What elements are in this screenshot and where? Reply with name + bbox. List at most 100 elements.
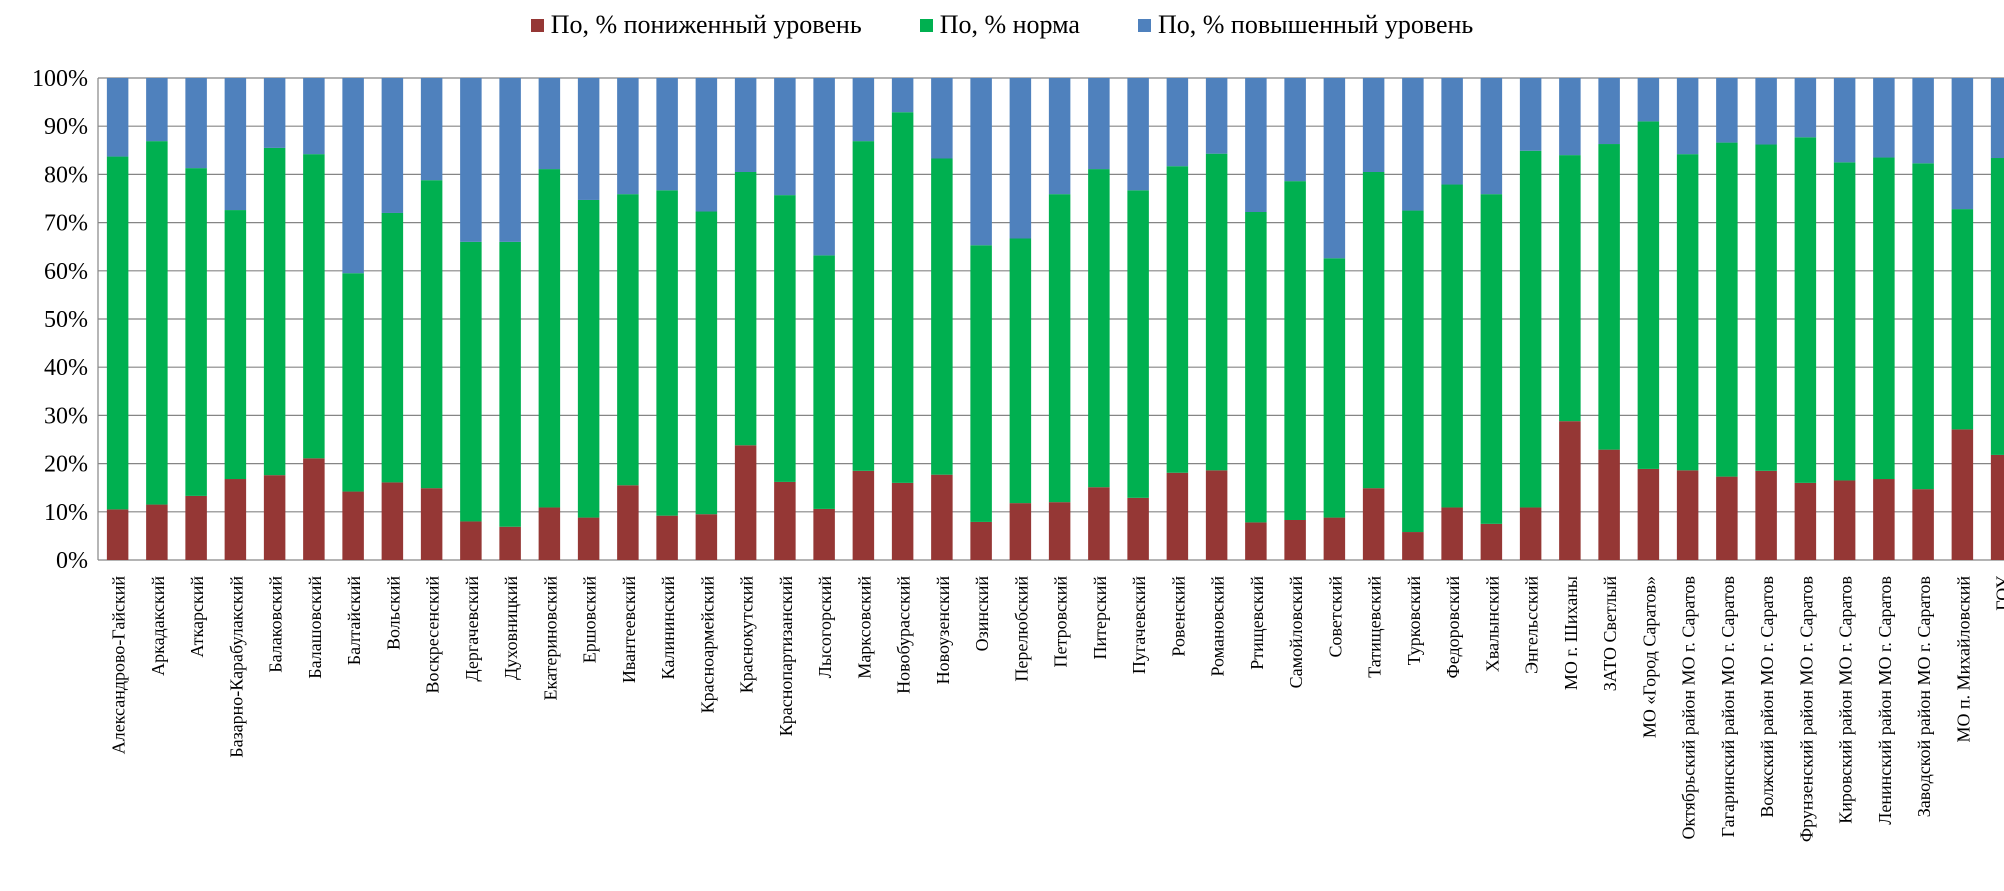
x-tick-label: Хвалынский bbox=[1482, 576, 1502, 672]
bar-segment bbox=[577, 517, 600, 560]
legend-swatch-low bbox=[530, 18, 544, 32]
legend-item-norm: По, % норма bbox=[919, 10, 1080, 40]
x-tick-label: Духовницкий bbox=[501, 576, 521, 680]
x-tick-label: Октябрьский район МО г. Саратов bbox=[1679, 576, 1699, 840]
x-tick-label: Балашовский bbox=[305, 576, 325, 679]
bar-segment bbox=[1048, 78, 1071, 195]
x-tick-label: ЗАТО Светлый bbox=[1600, 576, 1620, 692]
bar-segment bbox=[1951, 209, 1974, 430]
x-tick-label: Балаковский bbox=[266, 576, 286, 673]
bar-segment bbox=[1676, 470, 1699, 560]
x-tick-label: Энгельсский bbox=[1522, 576, 1542, 674]
bar-segment bbox=[1245, 211, 1267, 523]
bar-segment bbox=[931, 78, 953, 159]
bar-segment bbox=[499, 526, 521, 560]
bar-segment bbox=[1441, 78, 1463, 185]
legend-label-high: По, % повышенный уровень bbox=[1157, 10, 1474, 39]
legend-item-high: По, % повышенный уровень bbox=[1137, 10, 1474, 40]
x-tick-label: Балтайский bbox=[344, 576, 364, 666]
bar-segment bbox=[420, 180, 443, 489]
x-tick-label: Ершовский bbox=[580, 576, 600, 664]
bar-segment bbox=[106, 509, 129, 560]
bar-segment bbox=[617, 78, 639, 195]
legend-label-low: По, % пониженный уровень bbox=[550, 10, 862, 39]
x-tick-label: Турковский bbox=[1404, 576, 1424, 666]
y-tick-label: 20% bbox=[44, 452, 88, 478]
bar-segment bbox=[1716, 476, 1738, 560]
bar-segment bbox=[970, 245, 992, 522]
bar-segment bbox=[1755, 78, 1777, 145]
legend-swatch-high bbox=[1137, 18, 1151, 32]
bar-segment bbox=[1912, 78, 1934, 164]
bar-segment bbox=[891, 78, 914, 113]
x-tick-label: Кировский район МО г. Саратов bbox=[1836, 576, 1856, 824]
y-tick-label: 40% bbox=[44, 355, 88, 381]
bar-segment bbox=[185, 495, 207, 560]
bar-segment bbox=[146, 504, 168, 560]
bar-segment bbox=[460, 78, 482, 242]
bar-segment bbox=[263, 147, 286, 476]
bar-segment bbox=[577, 199, 600, 518]
bar-segment bbox=[538, 169, 561, 508]
x-tick-label: Гагаринский район МО г. Саратов bbox=[1718, 576, 1738, 837]
x-tick-label: Ртищевский bbox=[1247, 576, 1267, 670]
bar-segment bbox=[1127, 78, 1149, 191]
x-tick-label: Ровенский bbox=[1168, 576, 1188, 657]
bar-segment bbox=[656, 78, 678, 191]
bar-segment bbox=[1637, 121, 1660, 469]
bar-segment bbox=[1402, 210, 1424, 533]
bar-segment bbox=[1559, 78, 1581, 156]
bar-segment bbox=[263, 475, 286, 560]
bar-segment bbox=[538, 507, 561, 560]
legend-label-norm: По, % норма bbox=[939, 10, 1080, 39]
bar-segment bbox=[1833, 162, 1856, 481]
bar-segment bbox=[1362, 488, 1385, 560]
bar-segment bbox=[1402, 78, 1424, 211]
x-tick-label: Советский bbox=[1325, 576, 1345, 658]
bar-segment bbox=[1048, 194, 1071, 503]
bar-segment bbox=[381, 212, 404, 483]
bar-segment bbox=[931, 474, 953, 560]
bar-segment bbox=[1480, 194, 1503, 524]
bar-segment bbox=[1951, 78, 1974, 210]
bar-segment bbox=[381, 482, 404, 560]
bar-segment bbox=[1519, 78, 1542, 151]
x-tick-label: МО п. Михайловский bbox=[1953, 576, 1973, 743]
bar-segment bbox=[1009, 238, 1032, 504]
bar-segment bbox=[695, 211, 718, 515]
x-tick-label: Перелюбский bbox=[1011, 576, 1031, 682]
x-tick-label: Дергачевский bbox=[462, 576, 482, 682]
x-tick-label: МО «Город Саратов» bbox=[1639, 576, 1659, 738]
x-tick-label: Краснопартизанский bbox=[776, 576, 796, 737]
x-tick-label: Романовский bbox=[1208, 576, 1228, 677]
x-tick-label: Новобурасский bbox=[894, 576, 914, 694]
bar-segment bbox=[303, 154, 325, 459]
x-tick-label: Александрово-Гайский bbox=[109, 576, 129, 755]
bar-segment bbox=[656, 515, 678, 560]
bar-segment bbox=[1205, 153, 1228, 471]
legend: По, % пониженный уровень По, % норма По,… bbox=[0, 8, 2004, 42]
x-tick-label: Екатериновский bbox=[540, 576, 560, 701]
bar-segment bbox=[1245, 78, 1267, 212]
bar-segment bbox=[852, 141, 875, 471]
bar-segment bbox=[1716, 142, 1738, 477]
bar-segment bbox=[1519, 507, 1542, 560]
bar-segment bbox=[774, 195, 796, 482]
bar-segment bbox=[1323, 78, 1346, 259]
bar-segment bbox=[1127, 497, 1149, 560]
bar-segment bbox=[224, 210, 247, 480]
y-tick-label: 60% bbox=[44, 259, 88, 285]
bar-segment bbox=[1833, 480, 1856, 560]
x-tick-label: Аркадакский bbox=[148, 576, 168, 676]
bar-segment bbox=[1480, 523, 1503, 560]
bar-segment bbox=[656, 190, 678, 516]
bar-segment bbox=[1794, 482, 1817, 560]
bar-segment bbox=[146, 141, 168, 505]
legend-swatch-norm bbox=[919, 18, 933, 32]
bar-segment bbox=[185, 168, 207, 496]
bar-segment bbox=[813, 255, 835, 509]
bar-segment bbox=[1323, 517, 1346, 560]
legend-item-low: По, % пониженный уровень bbox=[530, 10, 862, 40]
